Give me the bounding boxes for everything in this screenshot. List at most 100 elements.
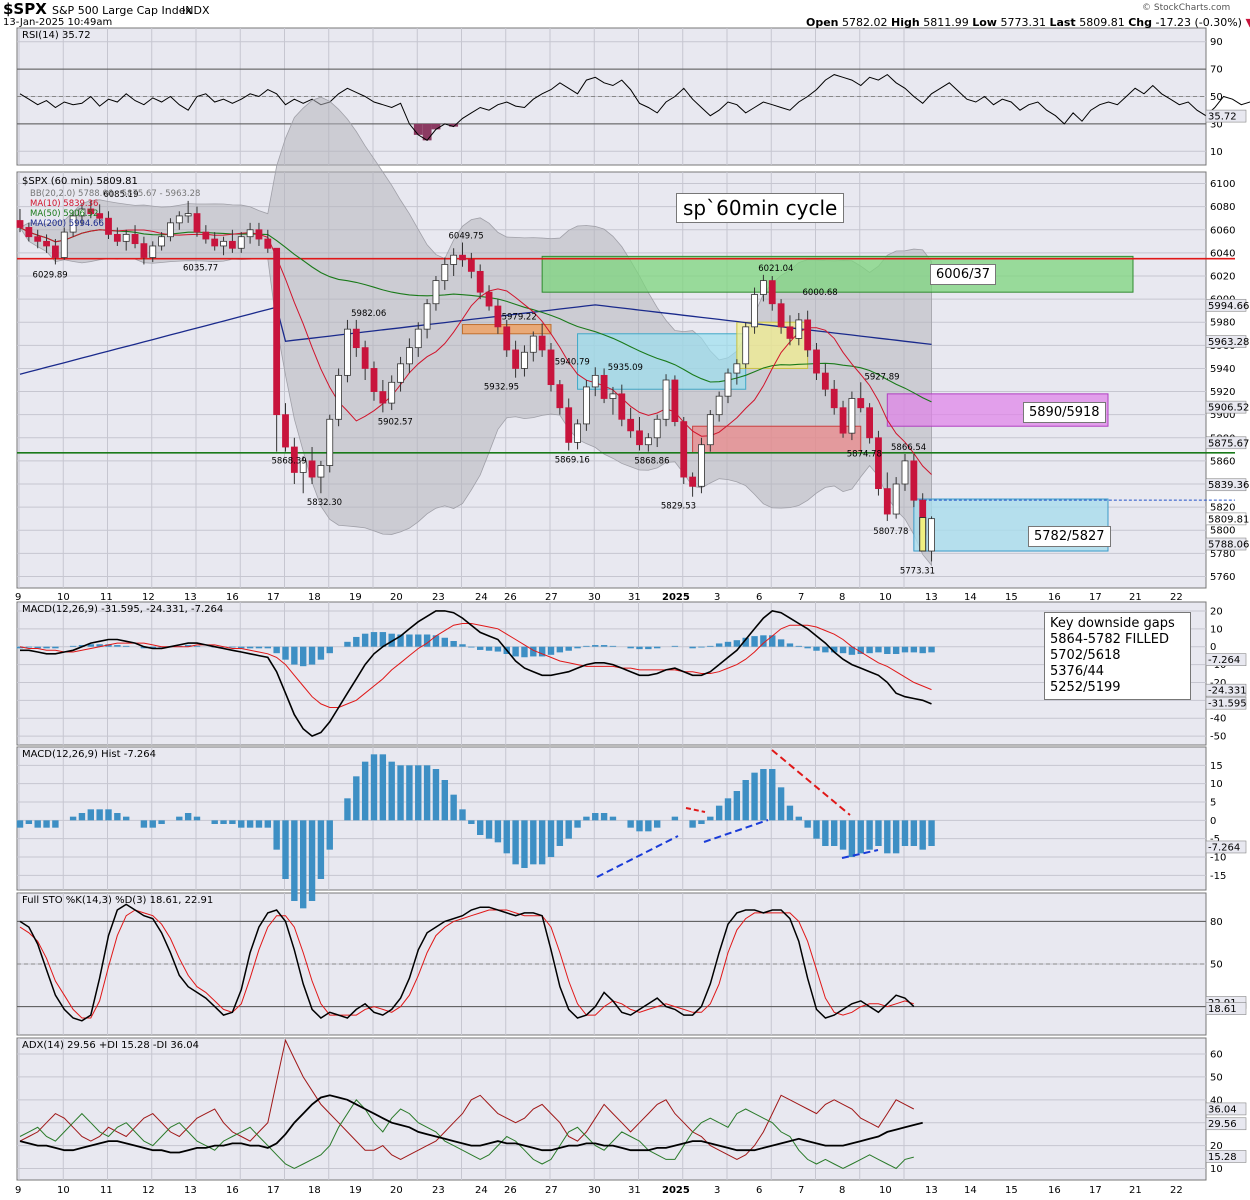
hist-bar [707,816,714,821]
open-value: 5782.02 [842,16,888,29]
candle [653,418,661,439]
x-tick-label-price: 14 [964,592,977,603]
hist-bar [839,820,847,850]
hist-bar [184,813,192,821]
hist-bar [149,820,156,828]
x-tick-label-price: 11 [100,592,113,603]
hist-bar [910,820,918,846]
x-tick-label-bottom: 13 [184,1185,197,1196]
macd-right-tag-box [1205,653,1247,666]
adx-right-tag: 29.56 [1208,1119,1237,1130]
x-tick-label-bottom: 24 [475,1185,488,1196]
candle [25,227,33,238]
y-tick-label: -50 [1210,732,1226,743]
macd-hist-bar [654,646,661,649]
hist-bar [397,765,404,821]
hist-bar [600,813,608,821]
macd-right-tag: -24.331 [1208,686,1247,697]
macd-hist-bar [724,641,732,647]
adx-right-tag-box [1205,1102,1247,1116]
hist-bar [105,809,112,821]
candle [78,208,86,217]
y-tick-label: -20 [1210,678,1226,689]
candle [290,446,298,473]
macd-hist-bar [609,645,617,647]
macd-hist-bar [928,646,935,653]
candle [556,384,564,409]
last-label: Last [1049,16,1076,29]
price-legend-item: MA(50) 5906.52 [30,209,98,219]
candle [724,372,732,397]
hist-bar [636,820,643,832]
candle [476,270,484,293]
y-tick-label: 10 [1210,624,1223,635]
candle [706,414,714,446]
hist-bar [777,787,785,821]
candle [175,215,183,224]
hist-bar [96,809,103,821]
macd-right-tag: -31.595 [1208,699,1247,710]
hist-bar [114,813,121,821]
hist-bar [344,798,351,821]
y-tick-label: 5780 [1210,549,1235,560]
macd-hist-bar [273,646,280,654]
y-tick-label: 5 [1210,798,1216,809]
candle [813,349,820,374]
macd-hist-bar [538,646,546,657]
price-right-tag: 5809.81 [1208,514,1249,525]
macd-hist-bar [760,635,767,647]
candle [43,240,50,247]
candle [184,213,192,217]
macd-hist-bar [326,646,333,654]
price-annotation: 5829.53 [661,502,696,512]
hist-bar [857,820,864,854]
x-tick-label-price: 13 [925,592,938,603]
candle [255,229,263,240]
y-tick-label: 80 [1210,917,1223,928]
macd-hist-bar [468,646,475,648]
price-annotation: 5874.78 [847,450,882,460]
hist-bar [415,765,422,821]
x-tick-label-bottom: 14 [964,1185,977,1196]
x-tick-label-price: 2025 [662,592,690,603]
candle [69,215,77,233]
x-tick-label-bottom: 7 [798,1185,804,1196]
price-right-tag-box [1205,478,1247,492]
price-title: $SPX (60 min) 5809.81 [22,176,138,187]
macd-hist-bar [547,646,555,655]
x-tick-label-bottom: 30 [588,1185,601,1196]
hist-bar [485,820,493,839]
hist-bar [468,820,475,824]
macd-hist-bar [255,646,263,649]
macd-hist-bar [813,646,820,651]
high-label: High [891,16,920,29]
hist-bar [388,761,395,821]
price-right-tag-box [1205,298,1247,312]
candle [405,347,413,365]
x-tick-label-bottom: 27 [545,1185,558,1196]
panel-2 [16,601,1207,746]
hist-bar [884,820,891,854]
hist-bar [494,820,502,843]
chg-value: -17.23 (-0.30%) [1155,16,1242,29]
down-arrow-icon: ▼ [1245,16,1250,29]
y-tick-label: 5800 [1210,526,1235,537]
candle [131,233,139,245]
macd-hist-bar [246,646,254,649]
hist-bar [724,798,732,821]
candle [432,280,440,305]
candle [60,231,68,258]
x-tick-label-price: 16 [226,592,239,603]
x-tick-label-price: 20 [390,592,403,603]
x-tick-label-bottom: 8 [839,1185,845,1196]
hist-bar [503,820,510,854]
macd-hist-bar [769,635,776,647]
x-tick-label-bottom: 19 [349,1185,362,1196]
price-annotation: 5866.54 [891,443,926,453]
x-tick-label-price: 23 [432,592,445,603]
macd-hist-bar [406,634,413,647]
hist-bar [273,820,280,850]
candle [512,349,519,369]
hist-bar [25,820,33,824]
hist-bar [848,820,856,857]
